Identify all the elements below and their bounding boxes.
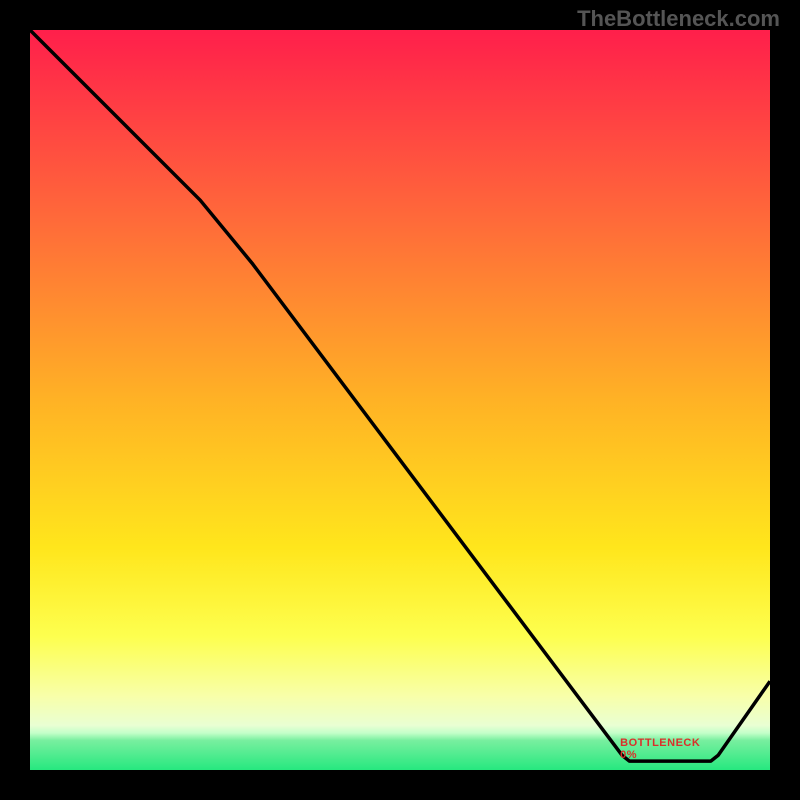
floor-label: BOTTLENECK 0% <box>620 737 720 761</box>
chart-svg <box>30 30 770 770</box>
watermark-text: TheBottleneck.com <box>577 6 780 32</box>
bottleneck-curve <box>30 30 770 761</box>
plot-area: BOTTLENECK 0% <box>30 30 770 770</box>
